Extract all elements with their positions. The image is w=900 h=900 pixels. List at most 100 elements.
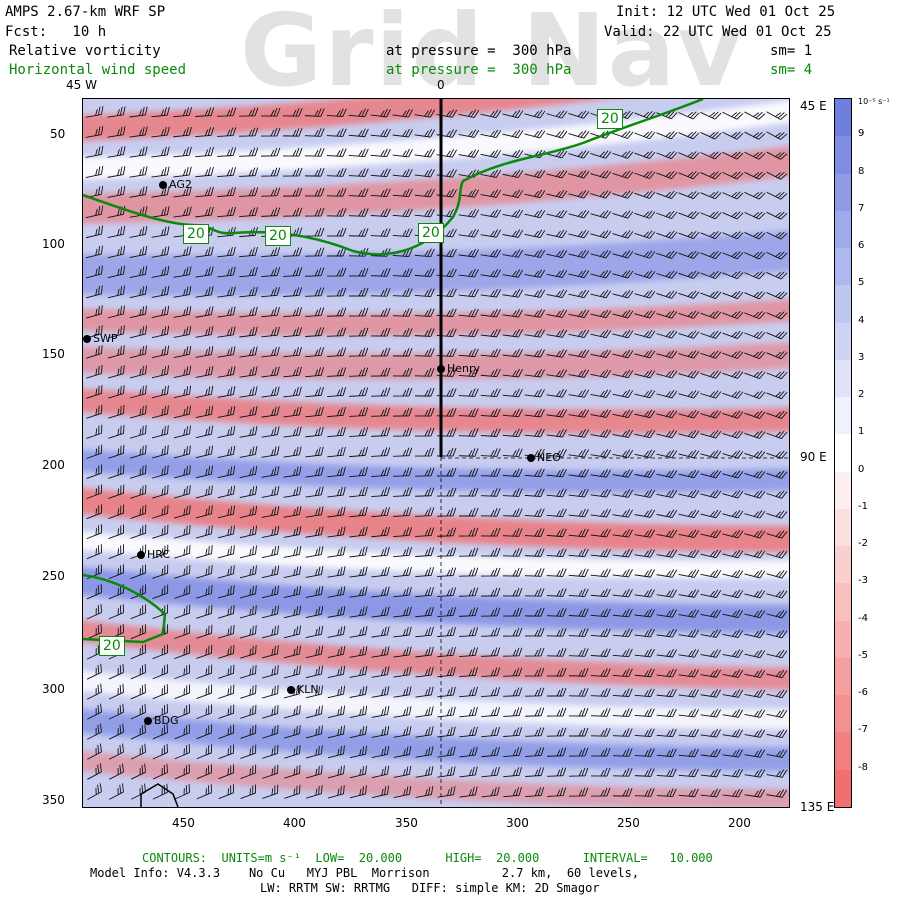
wind-barb [196,545,213,559]
wind-barb [107,146,126,158]
wind-barb [634,788,655,797]
colorbar-swatch [835,769,851,808]
wind-barb [217,107,237,117]
wind-barb [217,565,235,579]
colorbar-swatch [835,508,851,547]
wind-barb [85,225,104,239]
wind-barb [151,126,170,138]
wind-barb [130,564,147,580]
wind-barb [744,171,766,180]
wind-barb [766,271,788,280]
wind-barb [524,607,545,617]
colorbar-swatch [835,434,851,473]
wind-barb [151,365,169,379]
wind-barb [174,624,191,639]
wind-barb [700,768,721,778]
wind-barb [436,447,457,457]
wind-barb [459,726,478,738]
wind-barb [283,267,303,277]
wind-barb [437,467,457,477]
wind-barb [590,728,611,737]
wind-barb [283,366,302,378]
wind-barb [634,708,655,718]
wind-barb [85,205,104,219]
wind-barb [546,130,568,139]
wind-barb [174,564,191,579]
wind-barb [766,729,788,738]
wind-barb [502,229,524,238]
vorticity-band [83,751,789,807]
wind-barb [458,428,479,437]
wind-barb [327,745,345,759]
wind-barb [744,231,766,240]
wind-barb [766,590,788,599]
wind-barb [436,427,457,437]
wind-barb [459,667,479,678]
wind-barb [722,191,744,200]
wind-barb [173,186,192,198]
wind-barb [525,667,545,677]
wind-barb [393,566,412,578]
field1-smoothing: sm= 1 [770,43,813,59]
wind-barb [217,167,237,178]
wind-barb [151,285,170,298]
wind-barb [195,266,214,278]
wind-barb [392,208,413,218]
wind-barb [766,470,788,479]
wind-barb [766,390,788,400]
colorbar-swatch [835,397,851,435]
wind-barb [371,367,391,377]
wind-barb [370,248,391,257]
wind-barb [744,271,766,280]
wind-barb [370,168,391,178]
wind-barb [437,766,456,778]
wind-barb [458,308,479,318]
wind-barb [744,470,766,479]
wind-barb [612,728,633,737]
wind-barb [590,628,611,638]
wind-barb [305,347,325,358]
wind-barb [282,127,303,137]
wind-barb [437,646,456,658]
wind-barb [327,606,346,618]
colorbar-label: 8 [858,165,865,177]
wind-barb [108,424,125,439]
wind-barb [480,448,501,457]
wind-barb [218,624,235,639]
wind-barb [108,584,124,600]
wind-barb [173,286,192,298]
wind-barb [634,150,656,160]
wind-barb [591,787,611,797]
wind-barb [612,210,634,219]
wind-barb [656,111,678,120]
wind-barb [502,488,523,497]
wind-barb [568,688,589,697]
wind-barb [283,705,301,719]
wind-barb [437,547,457,557]
wind-barb [152,465,169,479]
wind-barb [261,306,280,318]
y-tick-350: 350 [42,793,65,807]
wind-barb [744,191,766,200]
wind-barb [547,747,567,757]
wind-barb [349,347,369,357]
wind-barb [480,468,501,477]
wind-barb [261,525,280,539]
wind-barb [656,250,678,259]
map-plot[interactable]: 20 20 20 20 20 AG2 SWP Henry NEO HRC KLN… [82,98,790,808]
wind-barb [283,545,302,558]
wind-barb [414,328,435,337]
wind-barb [370,327,391,337]
wind-barb [327,665,346,679]
wind-barb [590,309,612,319]
wind-barb [85,265,103,279]
wind-barb [744,769,766,778]
wind-barb [437,686,456,698]
wind-barb [700,609,722,618]
wind-barb [722,410,744,419]
wind-barb [612,230,634,239]
wind-barb [546,209,568,219]
vorticity-band [83,709,789,771]
wind-barb [261,346,280,358]
wind-barb [327,347,347,357]
